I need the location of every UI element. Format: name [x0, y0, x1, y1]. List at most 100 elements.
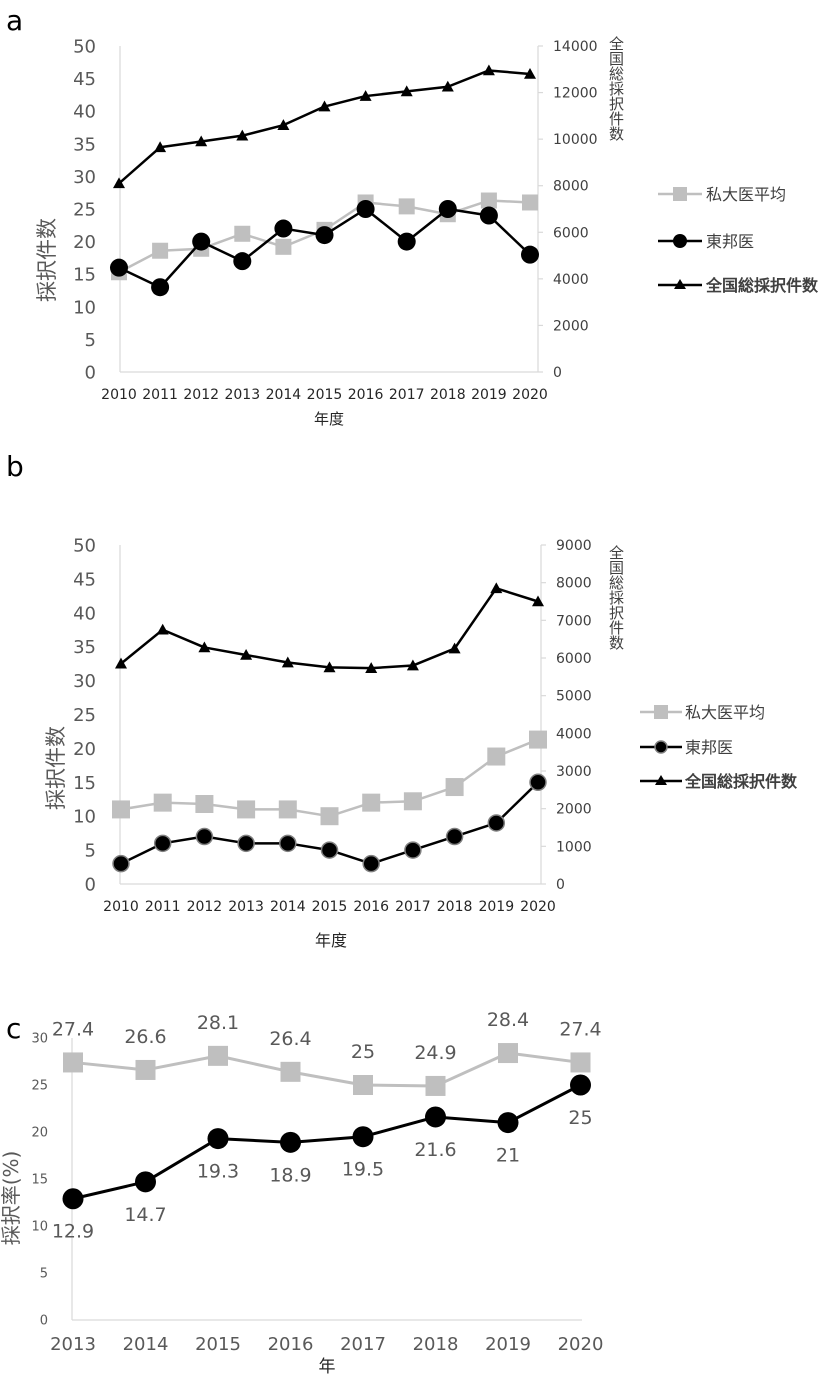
legend-marker-national: [655, 775, 667, 785]
y2-tick-label: 0: [556, 877, 565, 893]
data-point-square: [275, 238, 292, 255]
data-point-triangle: [154, 141, 167, 153]
series-line: [118, 207, 531, 289]
data-point-triangle: [406, 659, 419, 671]
y-tick-label: 0: [85, 362, 96, 383]
x-tick-label: 2019: [478, 899, 514, 915]
data-point-triangle: [318, 100, 331, 112]
x-tick-label: 2017: [340, 1334, 386, 1355]
data-label: 28.4: [487, 1009, 529, 1031]
data-point-circle: [497, 1112, 519, 1134]
x-tick-label: 2016: [348, 387, 384, 403]
data-point-circle: [362, 854, 380, 873]
data-point-square: [398, 198, 415, 215]
y-tick-label: 30: [73, 167, 96, 188]
data-point-circle: [280, 1131, 301, 1153]
legend-label-toho: 東邦医: [706, 232, 754, 251]
legend-marker-toho: [673, 234, 687, 248]
y2-tick-label: 2000: [556, 802, 592, 818]
data-point-square: [403, 792, 422, 811]
panel-label-a: a: [6, 4, 23, 37]
data-label: 26.6: [124, 1026, 166, 1048]
series-line: [120, 587, 539, 670]
x-tick-label: 2010: [103, 899, 139, 915]
y-tick-label: 35: [73, 637, 96, 658]
data-label: 25: [351, 1041, 375, 1063]
y2-tick-label: 12000: [553, 86, 598, 102]
data-point-triangle: [113, 177, 125, 189]
y-axis-label: 採択率(%): [0, 1151, 23, 1246]
y-tick-label: 25: [73, 705, 96, 726]
y2-axis-label: 全国総採択件数: [607, 35, 625, 141]
panel-a: a 0 5 10 15 20 25 30 35 40 45 50 0 2000 4000 6000 8000…: [6, 4, 819, 428]
data-point-triangle: [359, 90, 372, 101]
x-tick-label: 2012: [187, 899, 223, 915]
data-point-triangle: [277, 119, 290, 130]
series-1: 12.9 14.7 19.3 18.9 19.5 21.6 21 25: [52, 1074, 593, 1243]
data-point-circle: [233, 252, 252, 271]
x-tick-label: 2011: [142, 387, 178, 403]
data-label: 21.6: [414, 1139, 456, 1161]
data-point-square: [280, 1061, 301, 1082]
panel-label-b: b: [6, 450, 24, 483]
data-point-triangle: [400, 85, 413, 97]
data-point-circle: [404, 841, 422, 859]
y2-tick-label: 0: [553, 365, 562, 381]
x-tick-label: 2015: [312, 899, 348, 915]
x-tick-label: 2014: [123, 1334, 169, 1355]
data-point-triangle: [524, 67, 536, 79]
data-point-circle: [320, 841, 339, 859]
data-point-triangle: [115, 657, 127, 669]
y-tick-label: 20: [31, 1126, 48, 1141]
y2-tick-label: 9000: [556, 538, 592, 554]
x-axis-ticks: 2010 2011 2012 2013 2014 2015 2016 2017 2018 2019…: [103, 899, 556, 915]
data-point-square: [487, 747, 506, 766]
data-point-triangle: [482, 64, 495, 76]
y-axis-label: 採択件数: [44, 726, 68, 810]
x-axis-ticks: 2013 2014 2015 2016 2017 2018 2019 2020: [50, 1334, 603, 1355]
data-point-triangle: [240, 648, 253, 660]
y-tick-label: 25: [31, 1079, 48, 1094]
data-point-square: [195, 794, 214, 813]
y-tick-label: 5: [85, 330, 96, 351]
x-tick-label: 2016: [268, 1334, 314, 1355]
data-point-circle: [195, 827, 214, 846]
legend-marker-national: [674, 279, 686, 289]
data-point-triangle: [448, 642, 461, 654]
data-point-circle: [425, 1106, 446, 1128]
y2-tick-label: 10000: [553, 132, 598, 148]
panel-b: b 0 5 10 15 20 25 30 35 40 45 50 0 1000 2000 3000 4000…: [6, 450, 798, 950]
series-2: [115, 582, 544, 673]
series-line: [72, 1083, 582, 1201]
y2-tick-label: 7000: [556, 613, 592, 629]
legend-label-national: 全国総採択件数: [705, 276, 819, 295]
data-point-triangle: [490, 582, 503, 594]
data-point-circle: [153, 834, 172, 853]
right-axis-ticks: 0 2000 4000 6000 8000 10000 12000 14000: [538, 39, 598, 381]
x-axis-label: 年度: [314, 410, 344, 428]
y-tick-label: 50: [73, 36, 96, 57]
y-tick-label: 0: [85, 874, 96, 895]
data-point-square: [112, 800, 130, 819]
data-label: 21: [496, 1145, 520, 1167]
y-tick-label: 35: [73, 134, 96, 155]
y-tick-label: 30: [31, 1032, 48, 1047]
data-point-circle: [570, 1074, 591, 1096]
data-point-square: [135, 1059, 156, 1080]
data-label: 28.1: [197, 1012, 239, 1034]
x-axis-label: 年度: [315, 931, 347, 950]
data-point-circle: [192, 232, 211, 251]
data-label: 26.4: [269, 1028, 311, 1050]
data-point-triangle: [236, 129, 249, 141]
y-tick-label: 15: [73, 265, 96, 286]
data-point-square: [320, 807, 339, 826]
data-point-triangle: [323, 661, 336, 673]
series-1: [110, 200, 539, 297]
y-tick-label: 15: [73, 773, 96, 794]
x-tick-label: 2019: [471, 387, 507, 403]
legend: 私大医平均 東邦医 全国総採択件数: [640, 703, 798, 791]
y-tick-label: 5: [85, 841, 96, 862]
data-point-square: [237, 800, 256, 819]
y-tick-label: 25: [73, 199, 96, 220]
data-point-square: [362, 793, 381, 812]
